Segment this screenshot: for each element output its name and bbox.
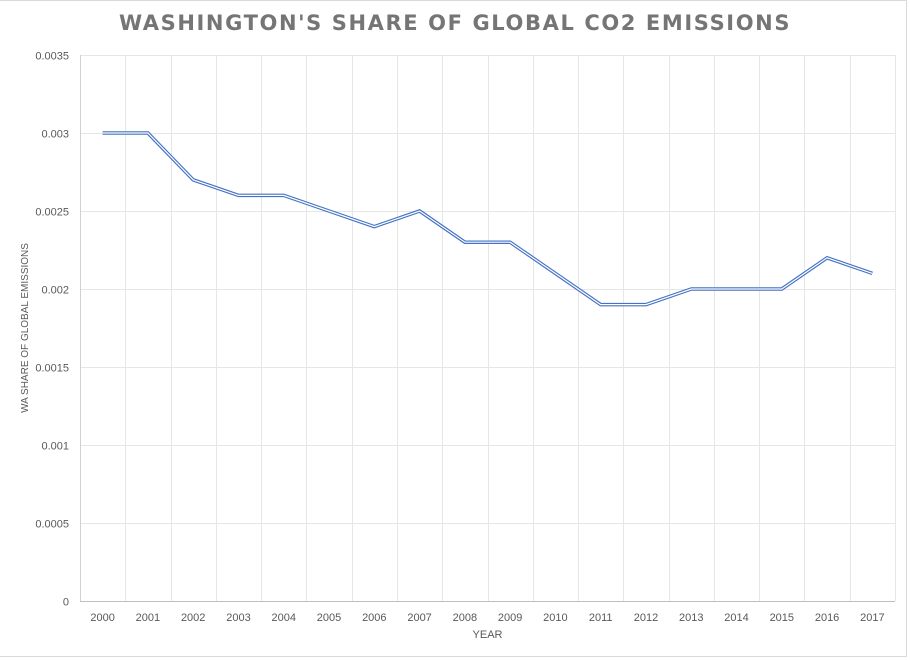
x-tick-label: 2009 (498, 612, 522, 624)
y-tick-label: 0.0035 (35, 51, 69, 63)
series-line-inner (102, 132, 873, 306)
x-tick-label: 2010 (543, 612, 567, 624)
x-tick-label: 2000 (90, 612, 114, 624)
x-tick-label: 2007 (407, 612, 431, 624)
x-tick-label: 2006 (362, 612, 386, 624)
x-tick-label: 2017 (860, 612, 884, 624)
x-tick-label: 2004 (272, 612, 296, 624)
x-tick-label: 2008 (453, 612, 477, 624)
y-axis-label: WA SHARE OF GLOBAL EMISSIONS (20, 243, 31, 413)
y-tick-label: 0.0025 (35, 207, 69, 219)
x-tick-label: 2003 (226, 612, 250, 624)
x-tick-label: 2002 (181, 612, 205, 624)
chart-title: WASHINGTON'S SHARE OF GLOBAL CO2 EMISSIO… (118, 11, 792, 35)
x-axis-ticks: 2000 2001 2002 2003 2004 2005 2006 2007 2008 2009… (90, 612, 884, 624)
y-tick-label: 0.003 (41, 129, 69, 141)
x-axis-label: YEAR (473, 629, 503, 641)
y-tick-label: 0.0015 (35, 363, 69, 375)
x-tick-label: 2012 (634, 612, 658, 624)
y-tick-label: 0.0005 (35, 519, 69, 531)
x-tick-label: 2001 (136, 612, 160, 624)
y-axis-ticks: 0 0.0005 0.001 0.0015 0.002 0.0025 0.003 0.0035 (35, 51, 69, 609)
y-tick-label: 0 (63, 597, 69, 609)
y-tick-label: 0.002 (41, 285, 69, 297)
x-tick-label: 2014 (724, 612, 748, 624)
x-tick-label: 2015 (770, 612, 794, 624)
x-tick-label: 2005 (317, 612, 341, 624)
x-tick-label: 2013 (679, 612, 703, 624)
y-tick-label: 0.001 (41, 441, 69, 453)
gridlines (80, 55, 896, 602)
series-line (102, 131, 873, 307)
x-tick-label: 2016 (815, 612, 839, 624)
series-layer (102, 131, 873, 307)
x-tick-label: 2011 (589, 612, 613, 624)
